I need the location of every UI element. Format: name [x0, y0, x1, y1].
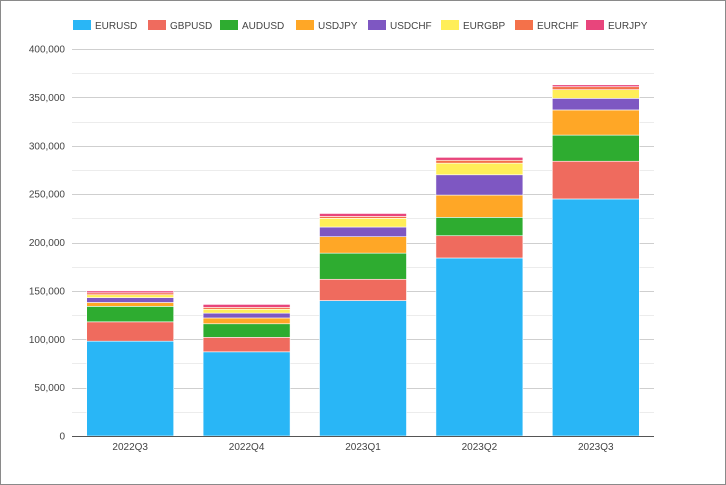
legend-label: EURCHF: [537, 21, 579, 32]
legend-label: EURGBP: [463, 21, 506, 32]
legend-label: USDCHF: [390, 21, 432, 32]
bars: [86, 84, 640, 437]
bar-segment-usdchf[interactable]: [319, 226, 407, 237]
bar-segment-eurgbp[interactable]: [202, 308, 291, 314]
y-tick-label: 250,000: [29, 190, 66, 201]
bar-segment-eurgbp[interactable]: [86, 294, 174, 298]
bar-segment-eurjpy[interactable]: [202, 304, 291, 308]
bar-segment-gbpusd[interactable]: [551, 160, 640, 200]
legend-swatch: [296, 20, 314, 30]
legend-swatch: [148, 20, 166, 30]
legend-item-gbpusd[interactable]: GBPUSD: [148, 20, 212, 32]
legend-item-usdjpy[interactable]: USDJPY: [296, 20, 358, 32]
bar-segment-eurusd[interactable]: [202, 351, 291, 437]
bar-stack-2022q4: [202, 304, 291, 437]
bar-stack-2023q1: [319, 213, 407, 437]
legend-swatch: [586, 20, 604, 30]
y-tick-label: 100,000: [29, 335, 66, 346]
y-tick-label: 0: [59, 432, 65, 443]
legend-label: EURUSD: [95, 21, 137, 32]
bar-segment-audusd[interactable]: [551, 134, 640, 162]
bar-segment-audusd[interactable]: [319, 252, 407, 280]
legend-item-eurgbp[interactable]: EURGBP: [441, 20, 506, 32]
bar-segment-audusd[interactable]: [435, 217, 524, 237]
bar-segment-usdchf[interactable]: [435, 174, 524, 196]
x-tick-label: 2023Q2: [462, 442, 498, 453]
bar-segment-eurusd[interactable]: [319, 300, 407, 437]
legend-swatch: [441, 20, 459, 30]
x-tick-label: 2023Q1: [345, 442, 381, 453]
bar-segment-eurjpy[interactable]: [86, 290, 174, 294]
legend-swatch: [220, 20, 238, 30]
bar-segment-eurchf[interactable]: [551, 86, 640, 90]
bar-segment-usdjpy[interactable]: [86, 302, 174, 307]
bar-segment-usdjpy[interactable]: [319, 236, 407, 254]
y-tick-label: 200,000: [29, 238, 66, 249]
legend-item-eurusd[interactable]: EURUSD: [73, 20, 137, 32]
bar-segment-usdchf[interactable]: [551, 98, 640, 111]
legend-swatch: [368, 20, 386, 30]
legend-label: USDJPY: [318, 21, 358, 32]
bar-segment-eurjpy[interactable]: [551, 84, 640, 88]
y-tick-label: 350,000: [29, 93, 66, 104]
bar-segment-gbpusd[interactable]: [319, 278, 407, 301]
bar-segment-eurusd[interactable]: [551, 198, 640, 437]
legend-label: GBPUSD: [170, 21, 212, 32]
bar-segment-eurjpy[interactable]: [435, 157, 524, 161]
x-tick-label: 2023Q3: [578, 442, 614, 453]
y-tick-label: 150,000: [29, 286, 66, 297]
bar-segment-eurjpy[interactable]: [319, 213, 407, 217]
y-axis: 0 50,000 100,000 150,000 200,000 250,000 300,0…: [29, 45, 66, 443]
y-tick-label: 300,000: [29, 141, 66, 152]
bar-segment-eurgbp[interactable]: [551, 89, 640, 99]
bar-segment-audusd[interactable]: [202, 323, 291, 338]
legend-label: EURJPY: [608, 21, 648, 32]
bar-segment-eurchf[interactable]: [435, 159, 524, 164]
bar-stack-2023q2: [435, 157, 524, 437]
bar-segment-audusd[interactable]: [86, 306, 174, 323]
legend-label: AUDUSD: [242, 21, 284, 32]
bar-segment-usdjpy[interactable]: [435, 194, 524, 218]
x-axis: 2022Q3 2022Q4 2023Q1 2023Q2 2023Q3: [72, 436, 654, 453]
x-tick-label: 2022Q4: [229, 442, 265, 453]
bar-segment-eurgbp[interactable]: [435, 162, 524, 176]
legend-item-eurjpy[interactable]: EURJPY: [586, 20, 648, 32]
bar-segment-gbpusd[interactable]: [202, 337, 291, 353]
x-tick-label: 2022Q3: [112, 442, 148, 453]
y-tick-label: 400,000: [29, 45, 66, 56]
legend-swatch: [73, 20, 91, 30]
legend: EURUSD GBPUSD AUDUSD USDJPY USDCHF EURGBP EURC…: [73, 20, 648, 32]
legend-item-eurchf[interactable]: EURCHF: [515, 20, 579, 32]
bar-segment-gbpusd[interactable]: [86, 321, 174, 342]
bar-stack-2023q3: [551, 84, 640, 437]
bar-segment-gbpusd[interactable]: [435, 235, 524, 259]
bar-segment-eurusd[interactable]: [435, 257, 524, 437]
legend-item-usdchf[interactable]: USDCHF: [368, 20, 432, 32]
legend-item-audusd[interactable]: AUDUSD: [220, 20, 284, 32]
bar-segment-usdchf[interactable]: [86, 297, 174, 303]
y-tick-label: 50,000: [34, 383, 65, 394]
bar-segment-usdchf[interactable]: [202, 312, 291, 319]
bar-segment-usdjpy[interactable]: [551, 109, 640, 136]
bar-segment-eurusd[interactable]: [86, 340, 174, 437]
bar-segment-usdjpy[interactable]: [202, 317, 291, 325]
bar-segment-eurgbp[interactable]: [319, 218, 407, 228]
bar-stack-2022q3: [86, 290, 174, 437]
legend-swatch: [515, 20, 533, 30]
